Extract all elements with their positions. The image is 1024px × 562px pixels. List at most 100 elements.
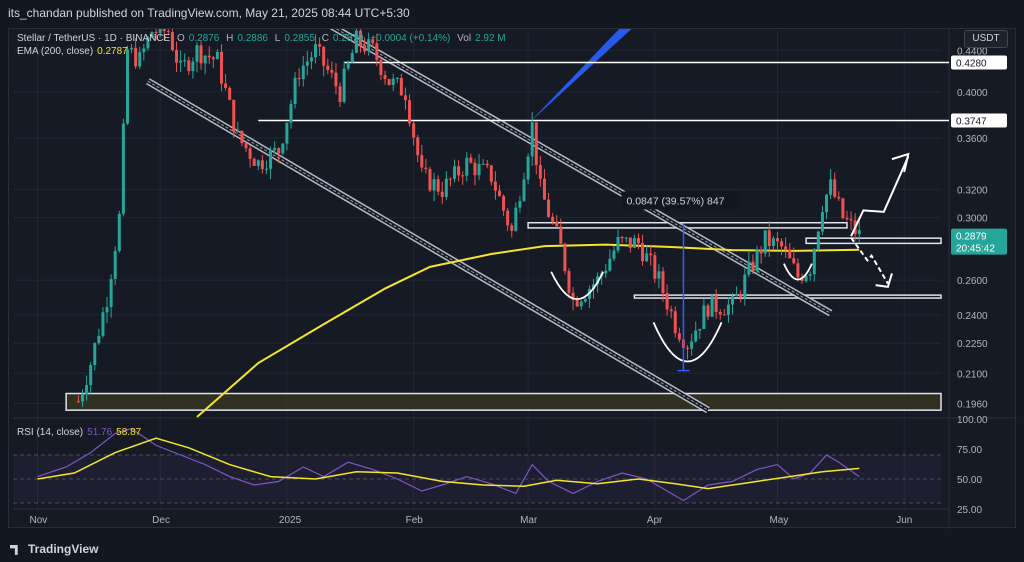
candle-body	[743, 274, 747, 298]
rsi-tick-label: 50.00	[957, 475, 982, 486]
candle-body	[195, 45, 199, 62]
candle-body	[645, 253, 649, 262]
rsi-tick-label: 25.00	[957, 505, 982, 516]
candle-body	[686, 347, 690, 349]
legend-rsi[interactable]: RSI (14, close) 51.76 58.87	[17, 427, 145, 438]
candle-body	[391, 78, 395, 85]
candle-body	[134, 47, 138, 67]
rsi-tick-label: 75.00	[957, 445, 982, 456]
badge-level-mid-bg	[951, 113, 1007, 128]
candle-body	[453, 166, 457, 179]
candle-body	[305, 61, 309, 66]
legend-close-label: C	[321, 33, 329, 44]
candle-body	[89, 364, 93, 386]
candle-body	[592, 284, 596, 289]
candle-body	[457, 166, 461, 176]
candle-body	[829, 179, 833, 195]
chart-frame[interactable]: 0.0847 (39.57%) 847 0.4400 0.4000 0.3600 0.3…	[8, 28, 1017, 529]
candle-body	[702, 305, 706, 329]
candle-body	[825, 194, 829, 213]
legend-rsi-label: RSI (14, close)	[17, 427, 84, 438]
candle-body	[285, 122, 289, 144]
candle-body	[857, 230, 861, 235]
candle-body	[236, 130, 240, 132]
candle-body	[739, 293, 743, 298]
currency-button[interactable]: USDT	[964, 30, 1008, 48]
candle-body	[154, 32, 158, 34]
price-tick-label: 0.4000	[957, 88, 988, 99]
candle-body	[792, 258, 796, 264]
legend-volume-label: Vol	[457, 33, 472, 44]
time-tick-label: Feb	[406, 515, 424, 526]
candle-body	[260, 160, 264, 170]
candle-body	[375, 43, 379, 60]
lower-channel-line-dash	[147, 80, 709, 411]
price-tick-label: 0.3600	[957, 134, 988, 145]
candle-body	[632, 238, 636, 248]
candle-body	[256, 160, 260, 166]
legend-high-value: 0.2886	[237, 33, 268, 44]
candle-body	[555, 221, 559, 227]
candle-body	[755, 249, 759, 271]
candle-body	[506, 210, 510, 226]
legend-high-label: H	[226, 33, 234, 44]
price-tick-label: 0.2250	[957, 339, 988, 350]
candle-body	[199, 45, 203, 64]
upper-channel-line	[329, 29, 833, 317]
price-tick-label: 0.3200	[957, 185, 988, 196]
candle-body	[653, 255, 657, 279]
projection-arrows	[850, 152, 910, 288]
candle-body	[583, 298, 587, 302]
price-tick-label: 0.3000	[957, 214, 988, 225]
legend-rsi-ma-value: 58.87	[116, 427, 142, 438]
candle-body	[784, 246, 788, 250]
candle-body	[624, 237, 628, 239]
candle-body	[522, 179, 526, 201]
candle-body	[771, 238, 775, 246]
candle-body	[109, 279, 113, 308]
candle-body	[661, 271, 665, 293]
candle-body	[759, 249, 763, 254]
zone-box-2	[633, 294, 942, 299]
candle-body	[542, 178, 546, 200]
candle-body	[371, 39, 375, 44]
tv-logo-icon	[10, 544, 18, 555]
legend-ema[interactable]: EMA (200, close) 0.2787	[17, 46, 132, 57]
candle-body	[804, 275, 808, 282]
legend-symbol[interactable]: Stellar / TetherUS · 1D · BINANCE	[17, 33, 171, 44]
publisher-bar: its_chandan published on TradingView.com…	[0, 0, 1024, 28]
candle-body	[579, 301, 583, 307]
chart-canvas[interactable]: 0.0847 (39.57%) 847 0.4400 0.4000 0.3600 0.3…	[9, 29, 1017, 529]
candle-body	[297, 77, 301, 80]
candle-body	[395, 77, 399, 79]
measure-label-text: 0.0847 (39.57%) 847	[626, 195, 724, 207]
tradingview-logo[interactable]: TradingView	[10, 542, 98, 556]
candle-body	[248, 148, 252, 159]
candle-body	[788, 249, 792, 259]
candle-body	[816, 231, 820, 250]
candle-body	[203, 55, 207, 64]
footer-bar: TradingView	[0, 538, 1024, 562]
candle-body	[641, 243, 645, 262]
candle-body	[326, 65, 330, 71]
candle-body	[207, 55, 211, 58]
price-tick-label: 0.2400	[957, 311, 988, 322]
candle-body	[424, 167, 428, 170]
legend-close-value: 0.2879	[332, 33, 364, 44]
candle-body	[101, 312, 105, 336]
candle-body	[710, 295, 714, 317]
candle-body	[403, 95, 407, 101]
candle-body	[252, 158, 256, 166]
legend-volume-value: 2.92 M	[475, 33, 506, 44]
candle-body	[105, 307, 109, 313]
measure-label	[621, 191, 740, 210]
candle-body	[538, 165, 542, 179]
upper-channel-line-dash	[335, 29, 831, 314]
candle-body	[187, 60, 191, 72]
candle-body	[473, 162, 477, 176]
rsi-ma-line	[37, 437, 860, 490]
time-tick-label: Mar	[520, 515, 538, 526]
candle-body	[346, 62, 350, 69]
candle-body	[383, 74, 387, 80]
price-tick-label: 0.1960	[957, 399, 988, 410]
